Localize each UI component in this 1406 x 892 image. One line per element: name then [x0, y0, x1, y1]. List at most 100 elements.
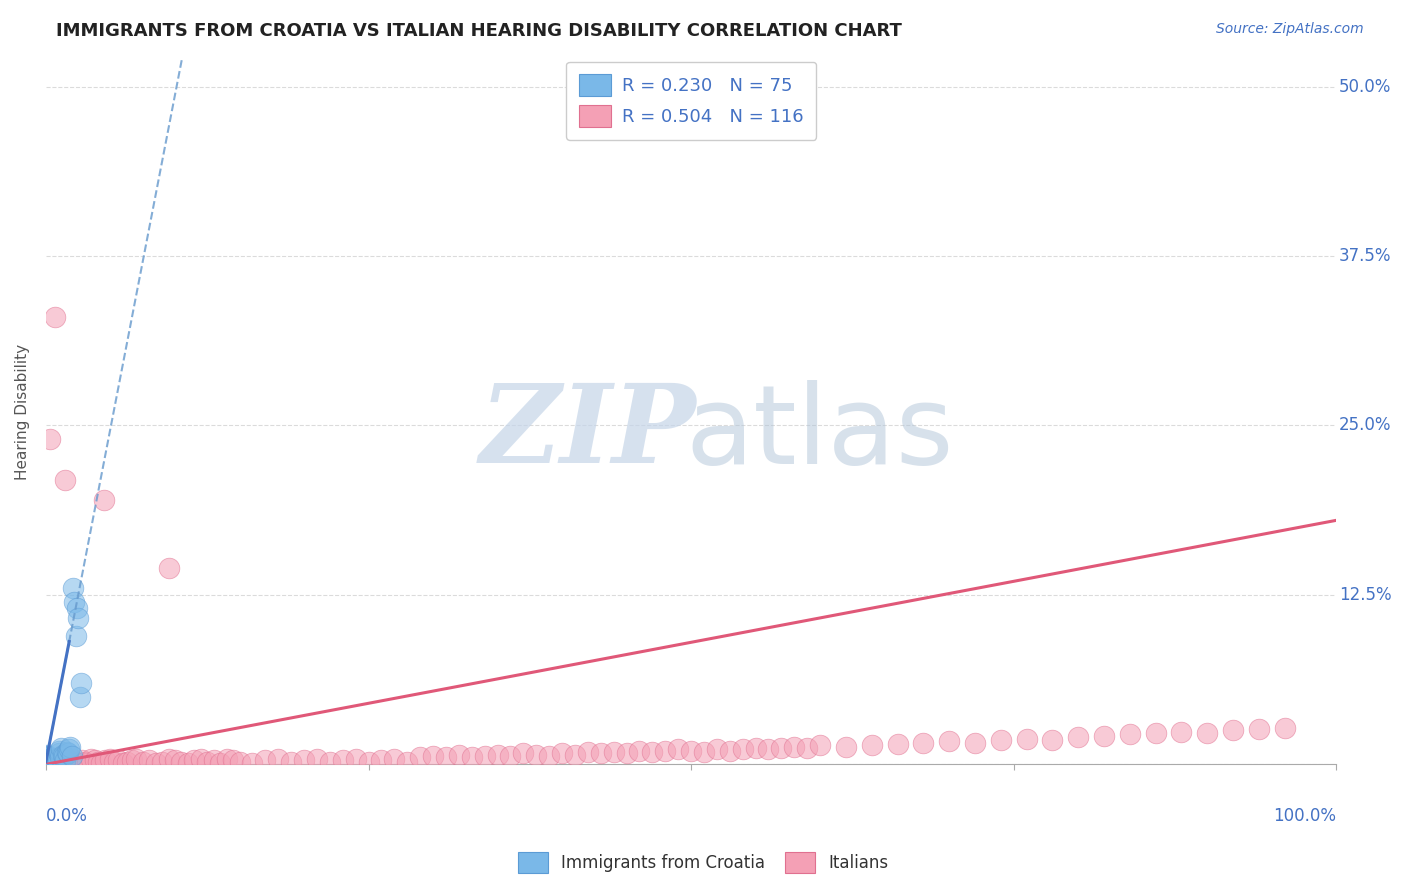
Point	[666, 742, 689, 756]
Point	[48, 752, 70, 766]
Point	[37, 756, 59, 770]
Point	[37, 753, 59, 767]
Point	[52, 747, 75, 762]
Text: 100.0%: 100.0%	[1274, 806, 1336, 824]
Point	[38, 753, 60, 767]
Point	[56, 747, 79, 761]
Point	[37, 752, 59, 766]
Y-axis label: Hearing Disability: Hearing Disability	[15, 344, 30, 480]
Point	[242, 756, 264, 770]
Point	[860, 739, 883, 753]
Point	[524, 747, 547, 762]
Point	[38, 752, 60, 766]
Point	[744, 741, 766, 756]
Point	[1274, 721, 1296, 735]
Point	[37, 755, 59, 769]
Point	[396, 755, 419, 769]
Point	[44, 756, 66, 770]
Point	[681, 744, 703, 758]
Point	[1247, 722, 1270, 736]
Point	[38, 753, 60, 767]
Point	[138, 753, 160, 767]
Point	[60, 752, 83, 766]
Point	[49, 750, 72, 764]
Point	[86, 755, 108, 769]
Point	[63, 755, 86, 769]
Point	[551, 747, 574, 761]
Point	[41, 756, 63, 770]
Point	[51, 741, 73, 756]
Point	[319, 755, 342, 769]
Point	[357, 755, 380, 769]
Point	[63, 594, 86, 608]
Point	[59, 739, 82, 754]
Point	[202, 753, 225, 767]
Point	[60, 749, 83, 764]
Point	[731, 742, 754, 756]
Point	[37, 756, 59, 770]
Point	[963, 735, 986, 749]
Point	[38, 756, 60, 770]
Point	[53, 755, 76, 769]
Point	[37, 756, 59, 770]
Point	[90, 756, 112, 770]
Point	[46, 755, 69, 769]
Point	[706, 742, 728, 756]
Legend: R = 0.230   N = 75, R = 0.504   N = 116: R = 0.230 N = 75, R = 0.504 N = 116	[567, 62, 817, 140]
Point	[770, 741, 793, 756]
Point	[157, 752, 180, 766]
Point	[55, 745, 77, 759]
Point	[93, 493, 115, 508]
Point	[1119, 727, 1142, 741]
Point	[41, 755, 63, 769]
Point	[170, 755, 193, 769]
Point	[37, 755, 59, 769]
Point	[938, 734, 960, 748]
Point	[409, 750, 432, 764]
Point	[332, 753, 354, 767]
Point	[564, 747, 586, 762]
Point	[1197, 726, 1219, 740]
Point	[53, 749, 76, 764]
Point	[38, 756, 60, 770]
Point	[209, 756, 232, 770]
Point	[641, 745, 664, 759]
Point	[65, 628, 87, 642]
Point	[51, 753, 73, 767]
Point	[48, 744, 70, 758]
Text: atlas: atlas	[686, 380, 955, 486]
Point	[112, 756, 135, 770]
Point	[55, 756, 77, 770]
Point	[44, 755, 66, 769]
Point	[117, 755, 139, 769]
Point	[177, 756, 200, 770]
Point	[344, 752, 367, 766]
Point	[422, 749, 444, 764]
Point	[45, 752, 67, 766]
Point	[1067, 730, 1090, 744]
Point	[1040, 732, 1063, 747]
Point	[45, 755, 67, 769]
Point	[38, 432, 60, 446]
Point	[1015, 731, 1038, 746]
Point	[37, 756, 59, 770]
Text: 0.0%: 0.0%	[46, 806, 87, 824]
Point	[80, 752, 103, 766]
Legend: Immigrants from Croatia, Italians: Immigrants from Croatia, Italians	[510, 846, 896, 880]
Point	[628, 744, 651, 758]
Point	[145, 756, 167, 770]
Point	[84, 753, 107, 767]
Point	[53, 753, 76, 767]
Point	[37, 756, 59, 770]
Point	[70, 753, 93, 767]
Point	[67, 611, 90, 625]
Point	[37, 750, 59, 764]
Point	[835, 739, 858, 754]
Point	[37, 753, 59, 767]
Point	[121, 753, 143, 767]
Point	[654, 744, 676, 758]
Point	[48, 747, 70, 761]
Point	[37, 753, 59, 767]
Point	[38, 755, 60, 769]
Point	[103, 755, 125, 769]
